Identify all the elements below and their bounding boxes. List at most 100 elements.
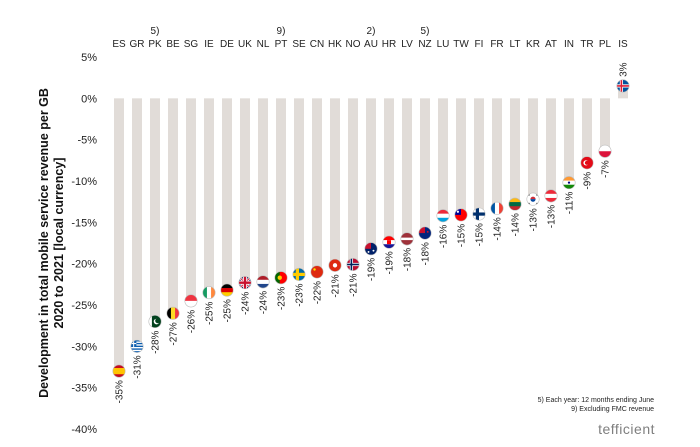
flag-cn-icon (310, 265, 324, 279)
flag-nl-icon (256, 275, 270, 289)
category-label: PL (599, 39, 612, 50)
flag-hk-icon (328, 258, 342, 272)
category-note: 5) (151, 26, 160, 37)
category-note: 2) (367, 26, 376, 37)
value-label: -18% (421, 242, 432, 265)
value-label: -14% (493, 217, 504, 240)
value-label: -13% (529, 208, 540, 231)
value-label: -22% (313, 281, 324, 304)
category-label: HK (328, 39, 342, 50)
y-tick-label: -20% (71, 259, 97, 271)
bar-pt (276, 98, 286, 278)
footnote: 5) Each year: 12 months ending June (538, 397, 654, 404)
value-label: -25% (223, 299, 234, 322)
y-tick-label: -40% (71, 424, 97, 436)
bar-tw (456, 98, 466, 215)
bar-fi (474, 98, 484, 215)
flag-tr-icon (580, 156, 594, 170)
flag-fi-icon (472, 207, 486, 221)
category-note: 9) (277, 26, 286, 37)
category-label: ES (112, 39, 126, 50)
value-label: -16% (439, 225, 450, 248)
value-label: -25% (205, 302, 216, 325)
flag-de-icon (220, 283, 234, 297)
bars (114, 85, 628, 372)
category-labels: ES GR PK BE SG IE DE UK NL PT SE CN HK NO AU HR LV NZ LU TW… (112, 39, 628, 50)
y-axis-label-line: 2020 to 2021 [local currency] (52, 158, 66, 329)
y-axis: 5% 0% -5% -10% -15% -20% -25% -30% -35% -40% (71, 52, 97, 436)
flag-lv-icon (400, 232, 414, 246)
bar-nl (258, 98, 268, 282)
value-label: -14% (511, 213, 522, 236)
brand-text: tefficient (598, 421, 655, 437)
value-label: -21% (349, 273, 360, 296)
bar-kr (528, 98, 538, 200)
category-label: LT (510, 39, 521, 50)
category-label: AT (545, 39, 557, 50)
flag-gr-icon (130, 339, 144, 353)
category-label: GR (130, 39, 145, 50)
flag-lt-icon (508, 197, 522, 211)
value-label: -15% (475, 223, 486, 246)
flag-at-icon (544, 189, 558, 203)
bar-no (348, 98, 358, 265)
value-label: -7% (601, 160, 612, 178)
category-note: 5) (421, 26, 430, 37)
category-label: TR (580, 39, 593, 50)
value-label: -28% (151, 330, 162, 353)
category-label: UK (238, 39, 252, 50)
brand-logo: tefficient (598, 421, 655, 437)
category-label: TW (453, 39, 469, 50)
category-label: SE (292, 39, 306, 50)
y-tick-label: -35% (71, 383, 97, 395)
y-tick-label: -15% (71, 217, 97, 229)
y-tick-label: 5% (81, 52, 97, 64)
flag-pk-icon (148, 315, 162, 329)
value-label: -35% (115, 380, 126, 403)
bar-es (114, 98, 124, 372)
bar-gr (132, 98, 142, 347)
value-label: -9% (583, 172, 594, 190)
flag-no-icon (346, 257, 360, 271)
footnotes: 5) Each year: 12 months ending June 9) Ex… (538, 397, 654, 413)
value-label: -31% (133, 355, 144, 378)
y-tick-label: 0% (81, 93, 97, 105)
flag-tw-icon (454, 208, 468, 222)
value-labels: -35% -31% -28% -27% -26% -25% -25% -24% -24% -23%… (115, 62, 630, 403)
flag-ie-icon (202, 286, 216, 300)
bar-hr (384, 98, 394, 243)
category-label: AU (364, 39, 378, 50)
value-label: -23% (277, 287, 288, 310)
category-label: NZ (418, 39, 431, 50)
flag-is-icon (616, 79, 630, 93)
bar-de (222, 98, 232, 291)
flag-hr-icon (382, 235, 396, 249)
flag-in-icon (562, 176, 576, 190)
value-label: -11% (565, 192, 576, 215)
category-label: HR (382, 39, 396, 50)
flag-nz-icon (418, 226, 432, 240)
value-label: -18% (403, 248, 414, 271)
category-label: LV (401, 39, 413, 50)
flag-au-icon (364, 242, 378, 256)
bar-ie (204, 98, 214, 293)
bar-uk (240, 98, 250, 283)
bar-be (168, 98, 178, 314)
value-label: 3% (619, 62, 630, 77)
flag-uk-icon (238, 276, 252, 290)
flag-fr-icon (490, 201, 504, 215)
category-label: KR (526, 39, 540, 50)
y-tick-label: -10% (71, 176, 97, 188)
bar-lt (510, 98, 520, 205)
category-label: SG (184, 39, 199, 50)
footnote: 9) Excluding FMC revenue (571, 406, 654, 413)
bar-lv (402, 98, 412, 239)
category-label: FR (490, 39, 503, 50)
bar-sg (186, 98, 196, 301)
flag-markers (112, 79, 630, 378)
category-notes: 5) 9) 2) 5) (151, 26, 430, 37)
bar-au (366, 98, 376, 249)
value-label: -21% (331, 274, 342, 297)
bar-tr (582, 98, 592, 163)
category-label: BE (166, 39, 180, 50)
